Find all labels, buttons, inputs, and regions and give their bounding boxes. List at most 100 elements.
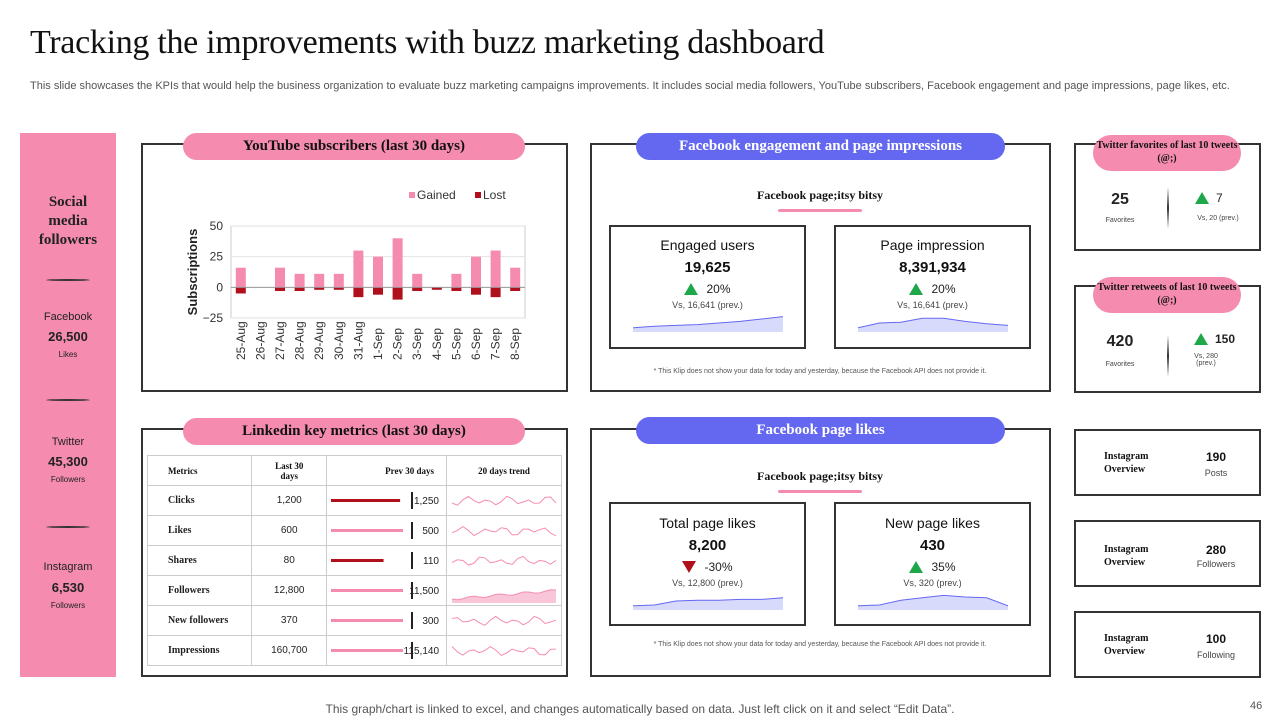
linkedin-metrics-table: Metrics Last 30 days Prev 30 days 20 day… — [146, 455, 562, 666]
trend-sparkline — [451, 588, 557, 603]
trend-up-icon — [909, 561, 924, 573]
sidebar-unit-instagram: Followers — [50, 601, 86, 610]
bar-lost — [510, 287, 521, 292]
metric-trend-cell — [446, 515, 562, 546]
metric-trend-cell — [446, 545, 562, 576]
card-change: 35% — [931, 560, 956, 574]
metric-last30: 12,800 — [251, 575, 328, 606]
bullet-bar: 110 — [331, 551, 439, 569]
engaged-users-sparkline — [632, 316, 783, 332]
bar-gained — [235, 267, 246, 288]
youtube-panel-title: YouTube subscribers (last 30 days) — [183, 133, 525, 160]
instagram-following-value: 100 — [1205, 632, 1227, 646]
metric-last30: 600 — [251, 515, 328, 546]
bar-gained — [490, 250, 501, 288]
trend-down-icon — [682, 561, 697, 573]
metric-last30: 160,700 — [251, 635, 328, 666]
metric-prev30-value: 500 — [422, 526, 439, 537]
bullet-target-marker — [411, 521, 414, 539]
trend-line — [451, 645, 557, 656]
metric-prev30-value: 115,140 — [404, 646, 440, 657]
sidebar-platform-twitter: Twitter — [51, 436, 85, 448]
bar-gained — [353, 250, 364, 288]
bar-lost — [275, 287, 285, 292]
bullet-bar-fill — [331, 498, 401, 502]
sparkline-line — [632, 316, 783, 329]
card-change: 20% — [931, 282, 956, 296]
y-axis-label: Subscriptions — [185, 229, 200, 316]
new-page-likes-card: New page likes 430 35% Vs, 320 (prev.) — [834, 502, 1031, 626]
bullet-bar: 11,500 — [331, 581, 439, 599]
x-tick-label: 4-Sep — [430, 328, 444, 360]
metric-prev30-value: 300 — [422, 616, 439, 627]
twitter-retweets-title: Twitter retweets of last 10 tweets (@;) — [1093, 277, 1241, 313]
bullet-bar-fill — [331, 588, 404, 592]
bar-gained — [510, 267, 521, 288]
card-change: -30% — [704, 560, 733, 574]
instagram-label: Instagram Overview — [1104, 451, 1149, 475]
fb-engagement-note: * This Klip does not show your data for … — [653, 368, 987, 375]
x-tick-label: 8-Sep — [508, 328, 522, 360]
header-last30: Last 30 days — [251, 455, 328, 486]
instagram-following-unit: Following — [1196, 650, 1236, 660]
x-tick-label: 2-Sep — [391, 328, 405, 360]
metric-trend-cell — [446, 575, 562, 606]
card-label: New page likes — [885, 515, 980, 531]
fb-engagement-subtitle: Facebook page;itsy bitsy — [757, 188, 883, 202]
instagram-label: Instagram Overview — [1104, 544, 1149, 568]
page-impression-sparkline — [857, 317, 1008, 332]
bar-gained — [471, 256, 481, 288]
bar-gained — [333, 273, 344, 288]
trend-sparkline — [451, 615, 557, 626]
card-value: 8,391,934 — [899, 259, 966, 276]
instagram-followers-unit: Followers — [1196, 559, 1236, 569]
instagram-posts-value: 190 — [1205, 450, 1227, 464]
bullet-bar-fill — [331, 648, 404, 652]
x-tick-label: 3-Sep — [410, 328, 424, 360]
instagram-followers-value: 280 — [1205, 543, 1227, 557]
bar-gained — [451, 273, 462, 288]
footer-note: This graph/chart is linked to excel, and… — [325, 702, 955, 716]
bullet-bar-fill — [331, 558, 384, 562]
fb-likes-title: Facebook page likes — [636, 417, 1005, 444]
twitter-retweets-prev: Vs, 280 (prev.) — [1194, 353, 1218, 367]
sparkline-line — [632, 597, 783, 607]
trend-up-icon — [1195, 192, 1209, 204]
total-page-likes-card: Total page likes 8,200 -30% Vs, 12,800 (… — [609, 502, 806, 626]
bar-gained — [275, 267, 285, 288]
card-prev: Vs, 320 (prev.) — [903, 578, 962, 588]
fb-likes-note: * This Klip does not show your data for … — [653, 641, 987, 648]
table-row: Likes 600 500 — [146, 515, 562, 546]
bullet-target-marker — [411, 491, 414, 509]
trend-line — [451, 588, 557, 600]
x-tick-label: 1-Sep — [371, 328, 385, 360]
metric-trend-cell — [446, 635, 562, 666]
legend-swatch — [475, 192, 481, 198]
sidebar-value-facebook: 26,500 — [48, 329, 88, 344]
x-tick-label: 27-Aug — [273, 321, 287, 360]
y-tick-label: −25 — [203, 311, 224, 325]
bar-lost — [431, 287, 442, 290]
instagram-posts-card: Instagram Overview 190 Posts — [1074, 429, 1261, 496]
bullet-target-marker — [411, 581, 414, 599]
card-value: 430 — [919, 537, 946, 554]
metric-name: New followers — [146, 605, 253, 636]
metric-prev30-cell: 11,500 — [326, 575, 448, 606]
metric-prev30-value: 1,250 — [414, 496, 439, 507]
metric-prev30-value: 110 — [423, 556, 439, 567]
new-page-likes-sparkline — [857, 594, 1008, 610]
bullet-target-marker — [411, 641, 414, 659]
trend-line — [451, 525, 557, 536]
sidebar-value-instagram: 6,530 — [51, 580, 85, 595]
fb-likes-underline — [778, 490, 862, 493]
sidebar-social-followers: Social media followers Facebook 26,500 L… — [20, 133, 116, 677]
table-row: Clicks 1,200 1,250 — [146, 485, 562, 516]
bar-gained — [373, 256, 383, 288]
twitter-favorites-prev: Vs, 20 (prev.) — [1197, 215, 1239, 222]
bar-gained — [294, 273, 305, 288]
x-tick-label: 26-Aug — [253, 321, 267, 360]
card-label: Page impression — [880, 237, 985, 253]
y-tick-label: 25 — [210, 250, 224, 264]
card-prev: Vs, 12,800 (prev.) — [672, 578, 743, 588]
